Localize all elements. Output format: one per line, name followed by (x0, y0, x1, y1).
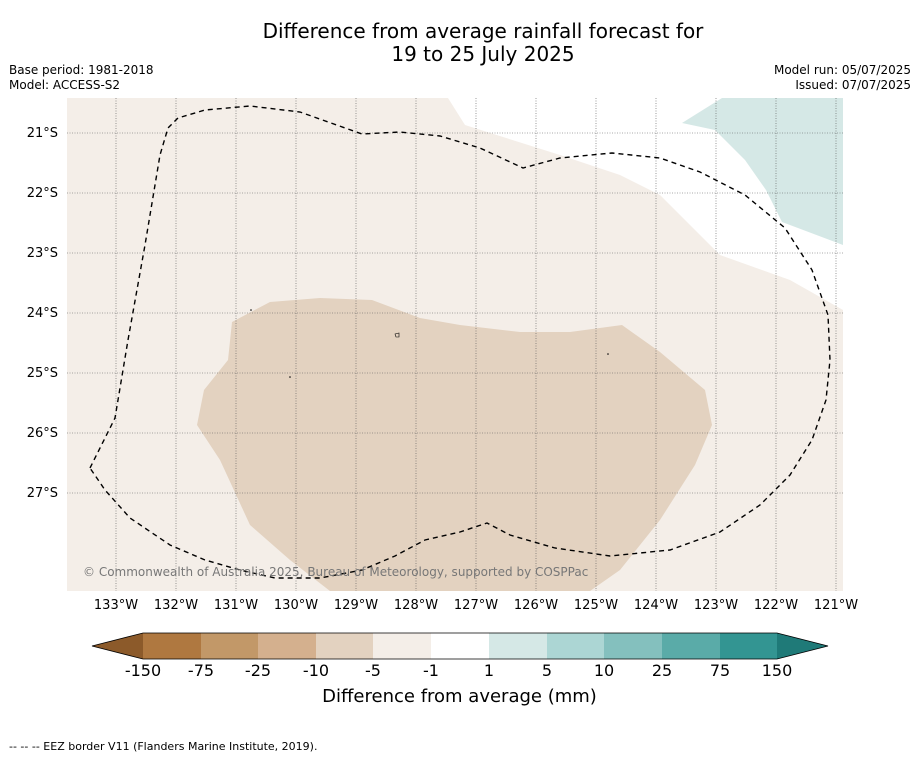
island-dot (607, 353, 609, 355)
lon-label: 133°W (93, 598, 139, 613)
island-outline (394, 332, 400, 338)
colorbar-segment (662, 633, 720, 659)
lon-label: 130°W (273, 598, 319, 613)
lat-label: 22°S (26, 186, 58, 201)
colorbar-tick-label: 150 (761, 661, 793, 680)
lat-label: 21°S (26, 126, 58, 141)
colorbar-segment (143, 633, 201, 659)
colorbar-tick-label: 75 (709, 661, 731, 680)
meta-left: Base period: 1981-2018 Model: ACCESS-S2 (9, 63, 154, 93)
base-period-text: Base period: 1981-2018 (9, 63, 154, 77)
colorbar-arrow-right (777, 633, 828, 659)
colorbar-tick-label: 1 (483, 661, 495, 680)
copyright-text: © Commonwealth of Australia 2025, Bureau… (83, 565, 589, 579)
colorbar-tick-label: -5 (365, 661, 381, 680)
colorbar-tick-label: -75 (187, 661, 215, 680)
footnote: -- -- -- EEZ border V11 (Flanders Marine… (9, 740, 318, 753)
colorbar-segment (201, 633, 258, 659)
rainfall-map (67, 98, 843, 591)
lon-label: 125°W (573, 598, 619, 613)
lon-label: 132°W (153, 598, 199, 613)
lat-label: 27°S (26, 486, 58, 501)
colorbar-tick-label: -150 (124, 661, 162, 680)
lon-label: 129°W (333, 598, 379, 613)
model-text: Model: ACCESS-S2 (9, 78, 121, 92)
lat-label: 25°S (26, 366, 58, 381)
meta-right: Model run: 05/07/2025 Issued: 07/07/2025 (774, 63, 911, 93)
longitude-gridlines (115, 98, 837, 591)
colorbar-tick-label: -10 (302, 661, 330, 680)
map-title-line1: Difference from average rainfall forecas… (262, 19, 704, 43)
lon-label: 121°W (813, 598, 859, 613)
colorbar-tick-label: 5 (541, 661, 553, 680)
colorbar-tick-label: 25 (651, 661, 673, 680)
lon-label: 127°W (453, 598, 499, 613)
colorbar-segment (547, 633, 604, 659)
colorbar-segment (258, 633, 316, 659)
issued-text: Issued: 07/07/2025 (795, 78, 911, 92)
eez-border (89, 105, 831, 579)
lon-label: 123°W (693, 598, 739, 613)
colorbar-segment (489, 633, 547, 659)
island-dot (289, 376, 291, 378)
latitude-gridlines (67, 132, 843, 494)
colorbar-tick-label: -25 (244, 661, 272, 680)
lon-label: 124°W (633, 598, 679, 613)
colorbar-segment (373, 633, 431, 659)
colorbar-tick-label: -1 (423, 661, 439, 680)
lat-label: 23°S (26, 246, 58, 261)
lat-label: 26°S (26, 426, 58, 441)
rainfall-region-neg-5-10 (197, 298, 712, 591)
colorbar-outline (91, 632, 829, 660)
lon-label: 128°W (393, 598, 439, 613)
colorbar-segment (720, 633, 777, 659)
colorbar-arrow-left (92, 633, 143, 659)
colorbar-segment (316, 633, 373, 659)
lon-label: 122°W (753, 598, 799, 613)
colorbar-segment (604, 633, 662, 659)
lon-label: 126°W (513, 598, 559, 613)
model-run-text: Model run: 05/07/2025 (773, 63, 911, 77)
colorbar-segment (431, 633, 489, 659)
colorbar-label: Difference from average (mm) (322, 686, 597, 707)
lon-label: 131°W (213, 598, 259, 613)
map-title-line2: 19 to 25 July 2025 (391, 42, 575, 66)
lat-label: 24°S (26, 306, 58, 321)
rainfall-region-pos-1-5 (682, 98, 843, 245)
colorbar-tick-label: 10 (593, 661, 615, 680)
island-dot (250, 309, 252, 311)
